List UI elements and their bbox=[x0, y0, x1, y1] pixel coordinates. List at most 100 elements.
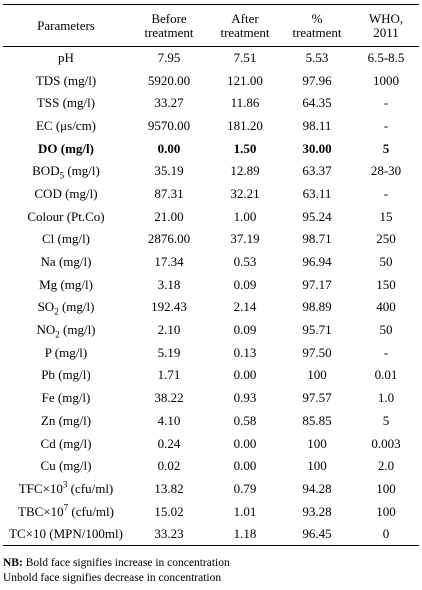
table-row: P (mg/l) 5.19 0.13 97.50 - bbox=[3, 341, 419, 364]
cell-percent-treatment: 97.50 bbox=[302, 344, 332, 360]
cell-parameter: TC×10 (MPN/100ml) bbox=[3, 522, 129, 547]
cell-parameter: Colour (Pt.Co) bbox=[3, 205, 129, 228]
cell-parameter: Zn (mg/l) bbox=[3, 410, 129, 433]
cell-percent-treatment: 96.94 bbox=[302, 254, 332, 270]
cell-who-2011: 100 bbox=[376, 503, 396, 519]
parameter-unit: (mg/l) bbox=[58, 299, 95, 315]
cell-who-2011: 0.003 bbox=[371, 435, 401, 451]
table-row: Mg (mg/l) 3.18 0.09 97.17 150 bbox=[3, 273, 419, 296]
cell-before-treatment: 35.19 bbox=[154, 163, 184, 179]
parameter-unit: (mg/l) bbox=[59, 322, 96, 338]
table-header: Parameters Before treatment After treatm… bbox=[3, 4, 419, 47]
cell-who-2011: - bbox=[383, 185, 389, 201]
parameter-name: pH bbox=[58, 50, 74, 66]
cell-parameter: Fe (mg/l) bbox=[3, 387, 129, 410]
cell-percent-treatment: 98.11 bbox=[302, 117, 332, 133]
cell-percent-treatment: 5.53 bbox=[305, 50, 329, 66]
cell-before-treatment: 3.18 bbox=[157, 276, 181, 292]
header-after-line2: treatment bbox=[220, 24, 270, 40]
cell-percent-treatment: 98.89 bbox=[302, 299, 332, 315]
cell-parameter: COD (mg/l) bbox=[3, 183, 129, 206]
cell-percent-treatment: 96.45 bbox=[281, 522, 353, 547]
cell-who-2011: 6.5-8.5 bbox=[367, 50, 405, 66]
cell-before-treatment: 5.19 bbox=[157, 344, 181, 360]
parameter-name: TBC×10 bbox=[18, 503, 64, 519]
cell-before-treatment: 9570.00 bbox=[147, 117, 191, 133]
cell-before-treatment: 7.95 bbox=[157, 50, 181, 66]
cell-before-treatment: 87.31 bbox=[154, 185, 184, 201]
cell-after-treatment: 121.00 bbox=[227, 72, 263, 88]
cell-who-2011: 1.0 bbox=[377, 390, 395, 406]
note-nb-label: NB: bbox=[3, 557, 23, 569]
cell-parameter: TBC×107 (cfu/ml) bbox=[3, 500, 129, 523]
table-notes: NB: Bold face signifies increase in conc… bbox=[3, 556, 230, 586]
header-percent-line1: % bbox=[311, 10, 323, 26]
cell-after-treatment: 0.93 bbox=[233, 390, 257, 406]
header-parameters: Parameters bbox=[3, 4, 129, 47]
table-row: TC×10 (MPN/100ml) 33.23 1.18 96.45 0 bbox=[3, 522, 419, 547]
cell-before-treatment: 15.02 bbox=[154, 503, 184, 519]
cell-who-2011: 15 bbox=[379, 208, 393, 224]
cell-who-2011: 150 bbox=[376, 276, 396, 292]
cell-who-2011: 2.0 bbox=[377, 458, 395, 474]
table-body: pH 7.95 7.51 5.53 6.5-8.5 TDS (mg/l) 5920.00 12… bbox=[3, 47, 419, 547]
cell-after-treatment: 37.19 bbox=[230, 231, 260, 247]
cell-after-treatment: 0.53 bbox=[233, 254, 257, 270]
cell-who-2011: 5 bbox=[382, 140, 390, 156]
header-who-line1: WHO, bbox=[368, 10, 404, 26]
cell-who-2011: - bbox=[383, 95, 389, 111]
cell-who-2011: - bbox=[383, 117, 389, 133]
note-line-1-text: Bold face signifies increase in concentr… bbox=[22, 557, 230, 569]
cell-before-treatment: 4.10 bbox=[157, 412, 181, 428]
cell-parameter: Mg (mg/l) bbox=[3, 273, 129, 296]
cell-before-treatment: 13.82 bbox=[154, 480, 184, 496]
cell-before-treatment: 2.10 bbox=[157, 322, 181, 338]
parameter-name: TSS (mg/l) bbox=[36, 95, 96, 111]
parameter-unit: (mg/l) bbox=[64, 163, 100, 179]
cell-before-treatment: 17.34 bbox=[154, 254, 184, 270]
cell-percent-treatment: 97.57 bbox=[302, 390, 332, 406]
cell-after-treatment: 32.21 bbox=[230, 185, 260, 201]
cell-parameter: TFC×103 (cfu/ml) bbox=[3, 478, 129, 501]
parameter-name: TDS (mg/l) bbox=[35, 72, 97, 88]
header-parameters-label: Parameters bbox=[37, 17, 95, 33]
cell-percent-treatment: 95.71 bbox=[302, 322, 332, 338]
table-row: DO (mg/l) 0.00 1.50 30.00 5 bbox=[3, 137, 419, 160]
table-row: Cu (mg/l) 0.02 0.00 100 2.0 bbox=[3, 455, 419, 478]
parameter-name: Na (mg/l) bbox=[40, 254, 92, 270]
parameter-name: Pb (mg/l) bbox=[41, 367, 91, 383]
parameter-name: Cl (mg/l) bbox=[41, 231, 91, 247]
parameter-subscript: 2 bbox=[54, 307, 59, 317]
header-percent-treatment: % treatment bbox=[281, 4, 353, 47]
table-row: Cd (mg/l) 0.24 0.00 100 0.003 bbox=[3, 432, 419, 455]
cell-before-treatment: 1.71 bbox=[157, 367, 181, 383]
cell-parameter: Pb (mg/l) bbox=[3, 364, 129, 387]
cell-percent-treatment: 94.28 bbox=[302, 480, 332, 496]
table-row: COD (mg/l) 87.31 32.21 63.11 - bbox=[3, 183, 419, 206]
cell-after-treatment: 0.13 bbox=[233, 344, 257, 360]
table-row: Pb (mg/l) 1.71 0.00 100 0.01 bbox=[3, 364, 419, 387]
cell-who-2011: 50 bbox=[379, 254, 393, 270]
table-row: BOD5 (mg/l) 35.19 12.89 63.37 28-30 bbox=[3, 160, 419, 183]
parameter-name: Cd (mg/l) bbox=[40, 435, 92, 451]
parameter-subscript: 5 bbox=[59, 170, 65, 181]
cell-parameter: Cd (mg/l) bbox=[3, 432, 129, 455]
cell-parameter: TDS (mg/l) bbox=[3, 69, 129, 92]
cell-percent-treatment: 64.35 bbox=[302, 95, 332, 111]
cell-before-treatment: 33.27 bbox=[154, 95, 184, 111]
cell-percent-treatment: 93.28 bbox=[302, 503, 332, 519]
cell-who-2011: 28-30 bbox=[370, 163, 402, 179]
cell-parameter: Cu (mg/l) bbox=[3, 455, 129, 478]
cell-parameter: TSS (mg/l) bbox=[3, 92, 129, 115]
header-row: Parameters Before treatment After treatm… bbox=[3, 4, 419, 47]
parameter-name: TFC×10 bbox=[18, 480, 63, 496]
parameter-name: TC×10 (MPN/100ml) bbox=[9, 526, 123, 542]
cell-who-2011: 100 bbox=[376, 480, 396, 496]
table-row: EC (μs/cm) 9570.00 181.20 98.11 - bbox=[3, 115, 419, 138]
header-before-line1: Before bbox=[151, 10, 187, 26]
cell-after-treatment: 12.89 bbox=[230, 163, 260, 179]
cell-after-treatment: 0.09 bbox=[233, 276, 257, 292]
table-row: pH 7.95 7.51 5.53 6.5-8.5 bbox=[3, 47, 419, 70]
table-row: TFC×103 (cfu/ml) 13.82 0.79 94.28 100 bbox=[3, 478, 419, 501]
